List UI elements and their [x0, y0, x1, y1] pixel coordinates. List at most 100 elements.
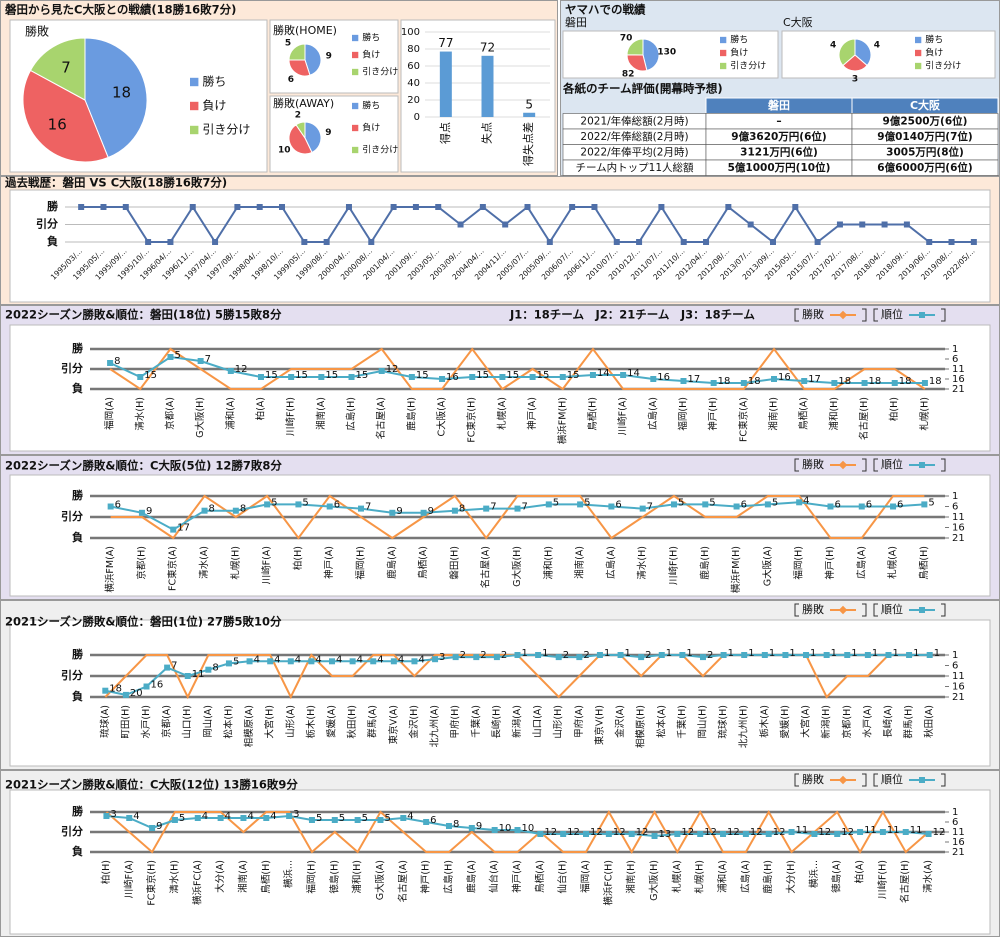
marker	[171, 817, 178, 823]
point-label: 15	[265, 370, 278, 381]
legend-label: 引き分け	[362, 67, 398, 78]
chart-title: 2022シーズン勝敗&順位：C大阪(5位) 12勝7敗8分	[5, 459, 282, 473]
marker	[591, 204, 598, 210]
x-tick-label: 神戸(H)	[420, 860, 432, 894]
pie-slice	[84, 37, 148, 159]
marker	[747, 221, 754, 228]
point-label: 5	[302, 497, 308, 508]
x-tick-label: 広島(H)	[345, 397, 357, 431]
x-tick-label: 福岡(H)	[355, 546, 367, 580]
slice-label: 3	[852, 75, 858, 85]
point-label: 16	[446, 372, 459, 383]
pie-slice	[288, 59, 311, 77]
marker	[864, 652, 871, 658]
marker	[377, 817, 384, 823]
marker	[771, 376, 778, 382]
slice-label: 2	[295, 111, 301, 121]
x-tick-label: G大阪(A)	[374, 860, 386, 900]
x-tick-label: 湘南(H)	[768, 397, 780, 431]
legend-bracket	[794, 308, 799, 322]
x-tick-label: 川崎F(A)	[123, 860, 135, 898]
x-tick-label: 柏(H)	[888, 397, 900, 421]
point-label: 7	[365, 502, 371, 513]
y2-tick-label: 1	[952, 491, 958, 502]
y2-tick-label: 11	[952, 671, 965, 682]
pie-title: 勝敗(HOME)	[273, 23, 337, 37]
marker	[267, 658, 274, 665]
pie-title: 勝敗	[25, 24, 49, 39]
point-label: 9	[146, 506, 152, 517]
point-label: 8	[209, 504, 215, 515]
y-tick-label: 60	[407, 61, 420, 72]
marker	[620, 372, 627, 378]
x-tick-label: 札幌(A)	[887, 546, 899, 579]
x-tick-label: 川崎F(H)	[285, 397, 297, 436]
slice-label: 70	[620, 33, 633, 43]
slice-label: 6	[288, 75, 294, 85]
legend-swatch	[915, 36, 922, 44]
bar	[439, 51, 452, 117]
marker	[733, 503, 740, 510]
legend-swatch	[915, 62, 922, 70]
x-tick-label: 川崎F(A)	[261, 546, 273, 584]
box	[9, 189, 991, 303]
x-tick-label: 東京V(A)	[387, 705, 399, 744]
x-tick-label: 札幌(H)	[694, 860, 706, 894]
slice-label: 82	[622, 69, 635, 79]
point-label: 1	[666, 648, 672, 659]
marker	[107, 360, 114, 366]
point-label: 3	[439, 652, 445, 663]
point-label: 15	[144, 370, 157, 381]
point-label: 7	[647, 502, 653, 513]
x-tick-label: 柏(A)	[254, 397, 266, 420]
legend-label: 順位	[881, 307, 903, 321]
marker	[596, 652, 603, 658]
marker	[782, 652, 789, 658]
point-label: 1	[522, 648, 528, 659]
x-tick-label: 水戸(H)	[140, 705, 152, 739]
x-tick-label: 札幌(H)	[918, 397, 930, 431]
marker	[650, 376, 657, 382]
point-label: 6	[834, 500, 840, 511]
panel-title: 磐田から見たC大阪との戦績(18勝16敗7分)	[4, 3, 236, 17]
point-label: 1	[728, 648, 734, 659]
marker	[279, 204, 286, 210]
x-tick-label: 横浜...	[283, 860, 295, 888]
slice-label: 10	[278, 146, 291, 156]
pie-title: 勝敗(AWAY)	[273, 96, 334, 110]
point-label: 12	[773, 827, 786, 838]
marker	[844, 652, 851, 658]
y-tick-label: 負	[72, 844, 83, 858]
point-label: 1	[872, 648, 878, 659]
marker	[170, 526, 177, 533]
legend-marker	[838, 605, 848, 615]
point-label: 12	[386, 364, 399, 375]
marker	[658, 652, 665, 658]
x-tick-label: 山口(H)	[182, 705, 193, 739]
marker	[257, 374, 264, 380]
legend-bracket	[794, 458, 799, 472]
point-label: 4	[407, 811, 413, 822]
point-label: 6	[615, 500, 621, 511]
marker	[225, 660, 232, 667]
marker	[368, 239, 375, 245]
legend-label: 勝ち	[925, 34, 943, 46]
slice-label: 18	[112, 83, 131, 101]
box	[781, 30, 996, 79]
point-label: 12	[750, 827, 763, 838]
x-tick-label: 長崎(H)	[490, 705, 502, 739]
marker	[408, 374, 415, 380]
x-tick-label: 金沢(H)	[408, 705, 420, 739]
x-tick-label: 鳥栖(H)	[260, 860, 272, 894]
y-tick-label: 勝	[47, 199, 59, 213]
chart-title: 2021シーズン勝敗&順位：C大阪(12位) 13勝16敗9分	[5, 778, 298, 792]
marker	[680, 239, 687, 245]
marker	[354, 817, 361, 823]
legend-label: 引き分け	[202, 123, 250, 137]
legend-bracket	[941, 603, 946, 617]
point-label: 2	[501, 650, 507, 661]
x-tick-label: 川崎F(A)	[617, 397, 629, 435]
point-label: 4	[270, 811, 276, 822]
legend-label: 勝敗	[802, 772, 824, 786]
legend-bracket	[862, 773, 867, 787]
